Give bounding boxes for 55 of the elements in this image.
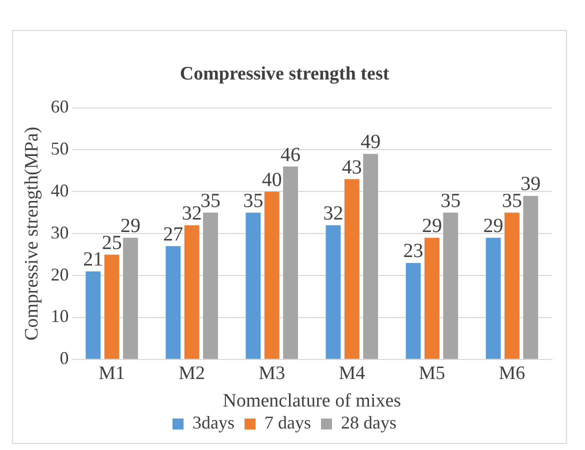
x-axis-title: Nomenclature of mixes (222, 390, 402, 412)
data-label: 43 (342, 156, 362, 178)
x-tick-label: M6 (498, 362, 526, 384)
x-tick-label: M1 (98, 362, 126, 384)
y-tick-label: 0 (60, 348, 69, 368)
y-tick-label: 40 (50, 180, 69, 200)
data-label: 23 (403, 240, 424, 262)
data-label: 46 (280, 144, 301, 166)
data-label: 29 (120, 215, 140, 238)
x-tick-label: M3 (258, 362, 286, 384)
data-label: 32 (323, 202, 344, 224)
data-label: 21 (83, 248, 104, 271)
bar (184, 225, 200, 359)
bar (326, 225, 341, 359)
y-axis-title: Compressive strength(MPa) (21, 126, 42, 340)
data-label: 35 (243, 190, 264, 212)
bar (504, 212, 520, 359)
data-label: 35 (440, 190, 461, 212)
y-tick-label: 60 (50, 96, 69, 117)
data-label: 25 (102, 232, 122, 254)
data-label: 49 (360, 131, 381, 154)
bar (363, 154, 378, 359)
bar (486, 238, 501, 359)
bar (104, 254, 120, 359)
legend-label: 3days (192, 412, 235, 433)
y-tick-label: 50 (50, 138, 69, 158)
data-label: 29 (422, 215, 442, 238)
y-tick-label: 10 (50, 306, 69, 326)
data-label: 39 (520, 173, 541, 196)
bar (246, 212, 261, 359)
data-label: 40 (262, 168, 282, 191)
legend-label: 7 days (264, 412, 312, 433)
bar (166, 246, 181, 359)
bar (424, 238, 440, 359)
data-label: 32 (182, 202, 202, 224)
data-label: 27 (163, 223, 184, 246)
bar (344, 179, 360, 359)
bar (523, 196, 538, 359)
chart-title: Compressive strength test (180, 63, 390, 84)
bar (86, 271, 101, 359)
x-tick-label: M2 (178, 362, 206, 384)
bar (283, 166, 298, 359)
bar (123, 238, 138, 359)
x-tick-label: M4 (338, 362, 366, 384)
x-tick-label: M5 (418, 362, 446, 384)
bar (443, 212, 458, 359)
data-label: 35 (200, 190, 221, 212)
bar (406, 262, 421, 359)
legend-label: 28 days (340, 412, 396, 433)
y-tick-label: 20 (50, 264, 69, 284)
bar (203, 212, 218, 359)
data-label: 35 (502, 190, 522, 212)
data-label: 29 (483, 215, 504, 238)
y-tick-label: 30 (50, 222, 69, 242)
bar (264, 192, 280, 359)
